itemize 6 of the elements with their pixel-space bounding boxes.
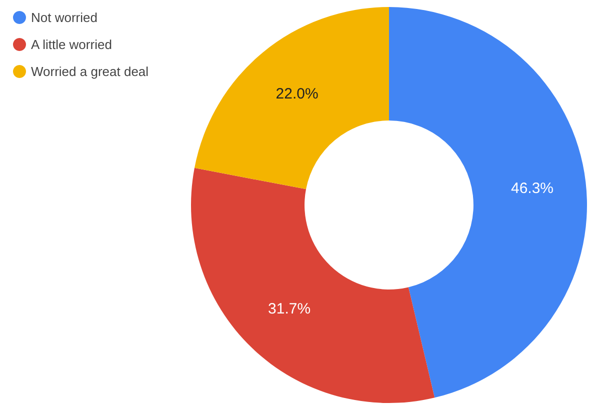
data-label: 22.0%: [276, 85, 318, 102]
legend-label: A little worried: [31, 37, 112, 52]
legend-label: Worried a great deal: [31, 64, 149, 79]
legend-label: Not worried: [31, 10, 98, 25]
data-label: 31.7%: [268, 300, 311, 318]
data-label: 46.3%: [510, 180, 554, 197]
